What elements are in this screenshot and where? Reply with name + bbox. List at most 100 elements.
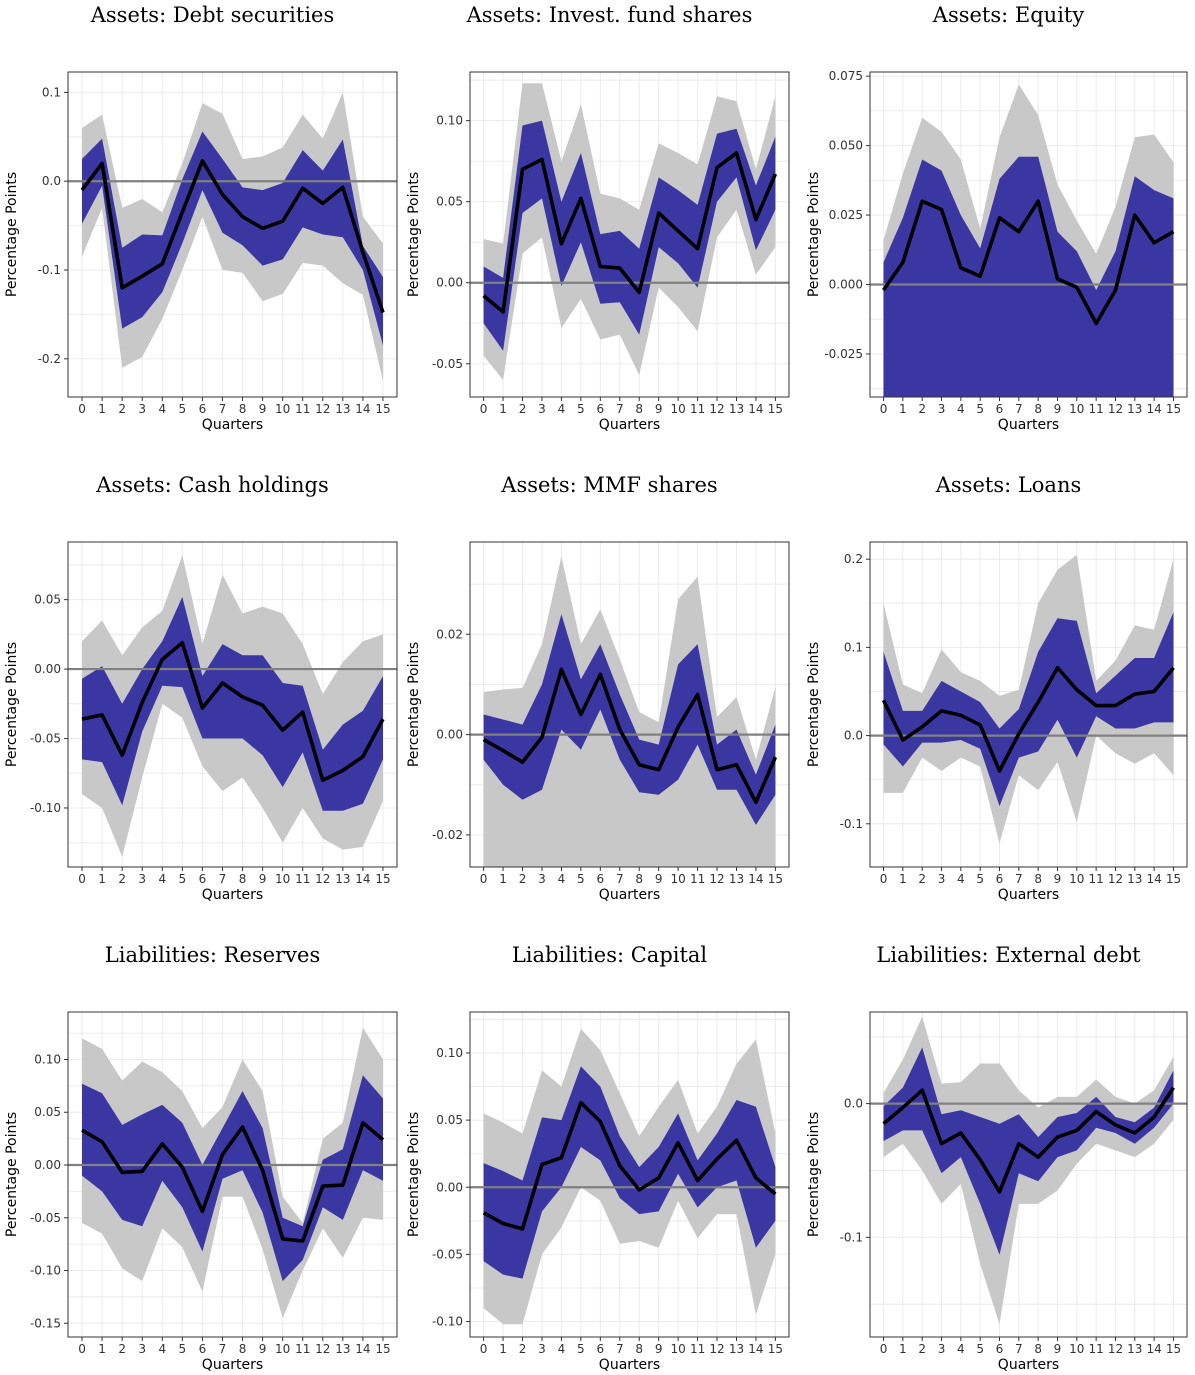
x-tick-label: 8 [1034, 872, 1042, 886]
y-tick-label: 0.1 [42, 85, 61, 99]
x-tick-label: 12 [315, 402, 330, 416]
x-tick-label: 11 [1089, 1342, 1104, 1356]
x-tick-label: 6 [996, 1342, 1004, 1356]
x-tick-label: 7 [219, 1342, 227, 1356]
y-axis-label: Percentage Points [4, 1112, 20, 1237]
x-axis-label: Quarters [599, 417, 660, 433]
x-tick-label: 13 [335, 872, 350, 886]
x-tick-label: 8 [635, 402, 643, 416]
y-tick-label: 0.025 [829, 208, 863, 222]
x-tick-label: 2 [918, 872, 926, 886]
x-tick-label: 13 [335, 402, 350, 416]
x-tick-label: 13 [1127, 1342, 1142, 1356]
y-tick-label: -0.2 [38, 352, 61, 366]
x-tick-label: 12 [1108, 872, 1123, 886]
y-axis-label: Percentage Points [806, 1112, 822, 1237]
x-tick-label: 11 [1089, 872, 1104, 886]
x-tick-label: 12 [709, 872, 724, 886]
x-tick-label: 14 [355, 1342, 370, 1356]
x-tick-label: 5 [976, 872, 984, 886]
x-tick-label: 2 [918, 402, 926, 416]
x-tick-label: 8 [239, 402, 247, 416]
y-axis-label: Percentage Points [806, 172, 822, 297]
x-tick-label: 4 [558, 402, 566, 416]
x-tick-label: 1 [899, 1342, 907, 1356]
x-tick-label: 15 [375, 872, 390, 886]
plot-border [869, 1011, 1188, 1338]
x-tick-label: 15 [375, 1342, 390, 1356]
panel-title: Liabilities: Reserves [105, 943, 320, 967]
x-tick-label: 4 [558, 872, 566, 886]
y-axis-label: Percentage Points [406, 642, 422, 767]
x-tick-label: 11 [1089, 402, 1104, 416]
x-tick-label: 5 [577, 402, 585, 416]
x-tick-label: 3 [138, 1342, 146, 1356]
y-tick-label: -0.025 [824, 347, 863, 361]
x-tick-label: 13 [1127, 402, 1142, 416]
x-tick-label: 3 [538, 1342, 546, 1356]
y-axis-label: Percentage Points [4, 172, 20, 297]
x-tick-label: 11 [690, 1342, 705, 1356]
y-axis-label: Percentage Points [806, 642, 822, 767]
x-tick-label: 5 [577, 1342, 585, 1356]
x-tick-label: 0 [480, 1342, 488, 1356]
panel-title: Assets: Loans [935, 473, 1082, 497]
x-tick-label: 6 [597, 1342, 605, 1356]
y-tick-label: -0.10 [30, 1264, 61, 1278]
x-tick-label: 6 [996, 872, 1004, 886]
panel-3: Assets: Cash holdings 0.05 0.00 -0.05 -0.10 0… [4, 473, 398, 903]
inner-confidence-band [883, 612, 1174, 807]
plot-border [67, 1011, 398, 1338]
x-tick-label: 1 [499, 872, 507, 886]
x-tick-label: 9 [655, 1342, 663, 1356]
x-tick-label: 0 [480, 402, 488, 416]
y-tick-label: 0.05 [34, 593, 61, 607]
y-tick-label: 0.00 [34, 662, 61, 676]
x-tick-label: 13 [729, 1342, 744, 1356]
x-tick-label: 10 [275, 872, 290, 886]
panel-6: Liabilities: Reserves 0.10 0.05 0.00 -0.05 -0… [4, 943, 398, 1373]
x-tick-label: 13 [1127, 872, 1142, 886]
y-tick-label: 0.1 [844, 640, 863, 654]
point-estimate-line [81, 640, 385, 783]
x-tick-label: 2 [519, 1342, 527, 1356]
panel-title: Liabilities: External debt [876, 943, 1141, 967]
x-tick-label: 3 [538, 402, 546, 416]
x-tick-label: 5 [976, 402, 984, 416]
x-tick-label: 12 [709, 402, 724, 416]
x-tick-label: 9 [655, 872, 663, 886]
x-tick-label: 15 [768, 1342, 783, 1356]
panel-1: Assets: Invest. fund shares 0.10 0.05 0.00 -… [406, 3, 790, 433]
y-tick-label: 0.0 [844, 729, 863, 743]
x-axis-label: Quarters [599, 1357, 660, 1373]
y-tick-label: 0.00 [436, 1180, 463, 1194]
x-tick-label: 4 [558, 1342, 566, 1356]
y-axis-label: Percentage Points [4, 642, 20, 767]
x-tick-label: 10 [275, 402, 290, 416]
x-tick-label: 6 [199, 1342, 207, 1356]
plot-border [67, 541, 398, 868]
x-tick-label: 9 [259, 1342, 267, 1356]
x-tick-label: 11 [295, 1342, 310, 1356]
y-tick-label: 0.00 [34, 1158, 61, 1172]
outer-confidence-band [483, 83, 776, 381]
y-tick-label: 0.05 [436, 1113, 463, 1127]
x-tick-label: 0 [78, 402, 86, 416]
point-estimate-line [81, 1121, 385, 1243]
x-tick-label: 10 [670, 1342, 685, 1356]
x-tick-label: 8 [239, 1342, 247, 1356]
x-tick-label: 9 [655, 402, 663, 416]
y-tick-label: 0.10 [436, 1046, 463, 1060]
point-estimate-line [482, 151, 778, 314]
x-tick-label: 3 [938, 1342, 946, 1356]
inner-confidence-band [483, 614, 776, 825]
x-tick-label: 9 [1054, 1342, 1062, 1356]
x-tick-label: 10 [275, 1342, 290, 1356]
y-tick-label: -0.05 [30, 732, 61, 746]
panel-title: Liabilities: Capital [512, 943, 708, 967]
panel-7: Liabilities: Capital 0.10 0.05 0.00 -0.05 -0.… [406, 943, 790, 1373]
x-tick-label: 2 [118, 402, 126, 416]
x-tick-label: 7 [616, 872, 624, 886]
panel-title: Assets: Invest. fund shares [466, 3, 753, 27]
